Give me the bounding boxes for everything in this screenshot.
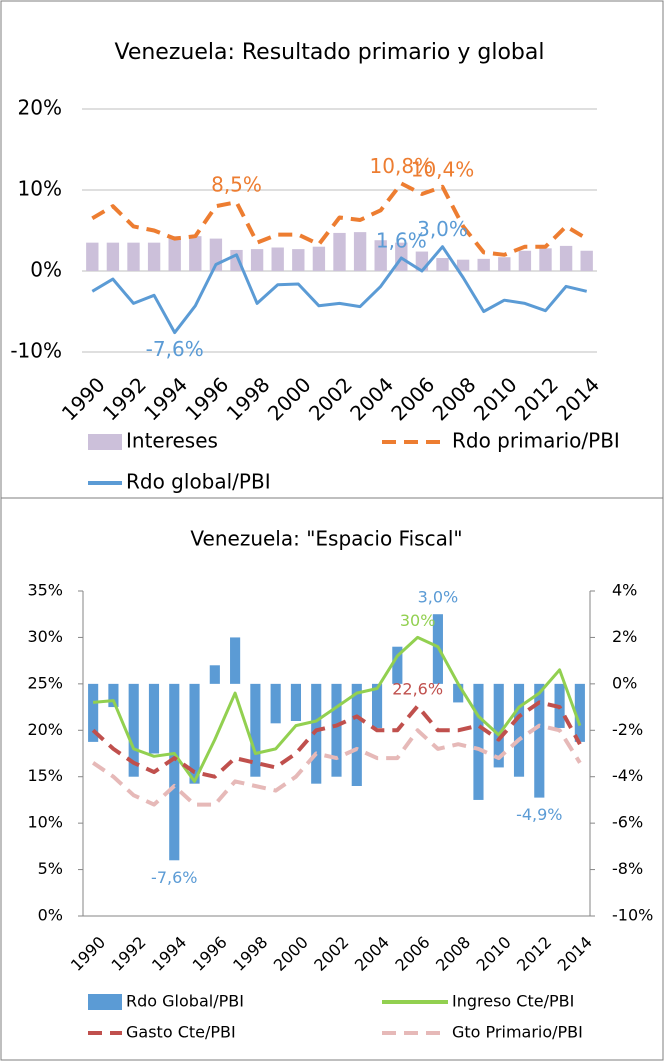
y2-tick-label: -8% <box>612 859 643 878</box>
bar <box>189 683 200 784</box>
legend-label: Rdo Global/PBI <box>126 992 244 1011</box>
bar <box>312 246 326 271</box>
data-label: 3,0% <box>417 217 468 241</box>
bar <box>86 242 99 271</box>
bar <box>559 245 573 271</box>
bar <box>580 250 593 271</box>
bar <box>374 240 387 271</box>
bar <box>230 637 241 684</box>
data-label: -4,9% <box>516 805 562 824</box>
bar <box>271 247 284 271</box>
bar <box>311 683 322 784</box>
bar <box>351 683 362 786</box>
legend-label: Intereses <box>126 429 218 453</box>
legend-label: Rdo primario/PBI <box>452 429 620 453</box>
bar <box>574 683 585 742</box>
panel-border <box>0 497 664 1061</box>
bar <box>392 646 403 684</box>
data-label: -7,6% <box>151 868 197 887</box>
bar <box>539 248 552 271</box>
bar <box>209 665 220 684</box>
bar <box>169 683 180 861</box>
y2-tick-label: -2% <box>612 720 643 739</box>
legend-swatch <box>88 994 122 1010</box>
y2-tick-label: 2% <box>612 627 637 646</box>
bar <box>106 242 120 271</box>
legend-label: Gasto Cte/PBI <box>126 1023 236 1042</box>
y2-tick-label: 0% <box>612 673 637 692</box>
y-tick-label: 30% <box>27 627 63 646</box>
y-tick-label: 15% <box>27 766 63 785</box>
line <box>91 700 582 779</box>
bar <box>513 683 525 777</box>
data-label: 30% <box>400 611 436 630</box>
legend-label: Rdo global/PBI <box>126 470 271 494</box>
bar <box>292 249 305 271</box>
data-label: 22,6% <box>392 680 443 699</box>
bar <box>290 683 302 721</box>
bar <box>128 683 139 777</box>
chart-title: Venezuela: "Espacio Fiscal" <box>190 527 462 551</box>
y-tick-label: 0% <box>30 258 62 282</box>
bar <box>331 683 342 777</box>
bar <box>333 232 346 271</box>
chart-title: Venezuela: Resultado primario y global <box>114 40 544 65</box>
bar <box>147 242 161 271</box>
y-tick-label: 25% <box>27 673 63 692</box>
bar <box>493 683 504 768</box>
y-tick-label: 5% <box>38 859 63 878</box>
y-tick-label: 20% <box>27 720 63 739</box>
data-label: 1,6% <box>376 229 427 253</box>
bar <box>518 250 532 271</box>
legend-label: Gto Primario/PBI <box>452 1023 583 1042</box>
bar <box>453 683 464 703</box>
bar <box>127 242 140 271</box>
bar <box>250 249 264 271</box>
line <box>91 181 588 257</box>
line <box>92 635 582 783</box>
bar <box>108 683 119 708</box>
bar <box>473 683 484 800</box>
bar <box>250 683 261 777</box>
bar <box>498 257 511 271</box>
y2-tick-label: -6% <box>612 813 643 832</box>
y2-tick-label: -10% <box>612 906 653 925</box>
data-label: 10,4% <box>411 157 475 181</box>
y-tick-label: -10% <box>10 339 62 363</box>
line <box>91 245 588 335</box>
y2-tick-label: -4% <box>612 766 643 785</box>
y2-tick-label: 4% <box>612 581 637 600</box>
bar <box>477 258 490 271</box>
y-tick-label: 20% <box>18 96 62 120</box>
bar <box>270 683 281 724</box>
bar <box>436 258 449 271</box>
bar <box>148 683 160 754</box>
bar <box>371 683 383 728</box>
line <box>91 723 582 807</box>
bar <box>456 259 470 271</box>
bar <box>189 236 202 271</box>
data-label: 8,5% <box>211 173 262 197</box>
y-tick-label: 35% <box>27 581 63 600</box>
y-tick-label: 10% <box>18 177 62 201</box>
bar <box>534 683 545 798</box>
bar <box>168 236 181 271</box>
y-tick-label: 0% <box>38 906 63 925</box>
data-label: 10,8% <box>370 154 434 178</box>
legend-swatch <box>88 434 122 450</box>
data-label: -7,6% <box>146 337 204 361</box>
data-label: 3,0% <box>418 588 459 607</box>
bar <box>88 683 99 742</box>
bar <box>353 232 367 271</box>
y-tick-label: 10% <box>27 813 63 832</box>
legend-label: Ingreso Cte/PBI <box>452 992 574 1011</box>
